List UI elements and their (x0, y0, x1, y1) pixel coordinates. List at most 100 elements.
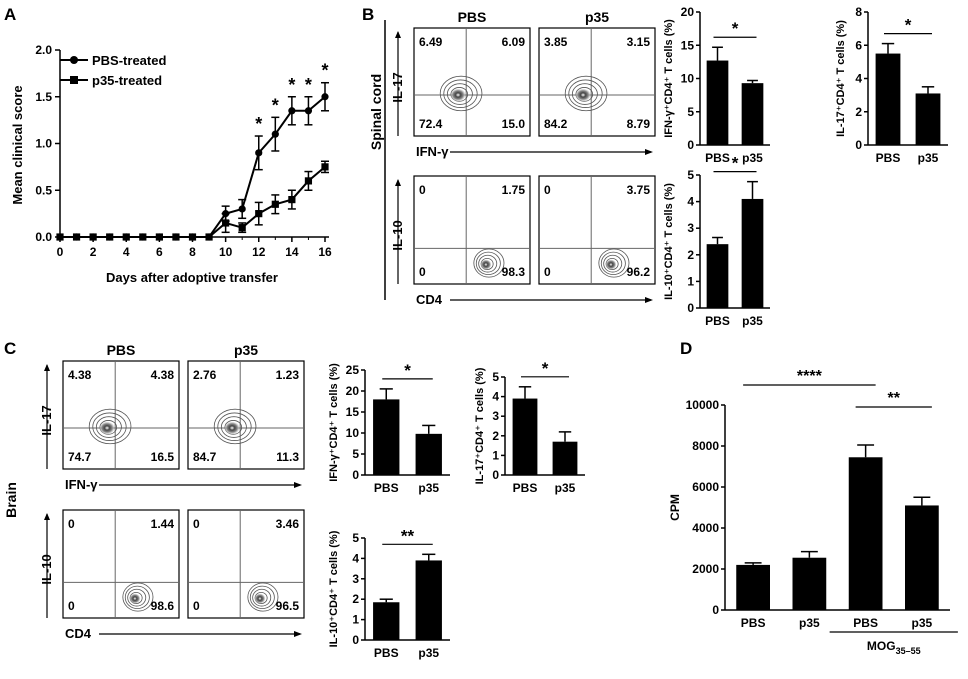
panel-d-ytick-label: 8000 (692, 439, 719, 453)
panel-a-xtick-label: 16 (318, 245, 332, 259)
panel-c-ifng-ytick-label: 0 (352, 468, 359, 482)
panel-letter-d: D (680, 339, 692, 358)
panel-b-xlabel-arrow-head (645, 149, 653, 155)
panel-c-ifng-ytick-label: 25 (346, 363, 360, 377)
panel-c-quadrant-lr: 98.6 (151, 599, 175, 613)
panel-c-ifng-ytick-label: 20 (346, 384, 360, 398)
panel-b-il10-ytick-label: 5 (687, 168, 694, 182)
panel-b-ifng-ylabel: IFN-γ⁺CD4⁺ T cells (%) (663, 19, 675, 138)
panel-b-quadrant-ur: 3.15 (627, 35, 651, 49)
panel-c-quadrant-lr: 11.3 (276, 450, 299, 464)
panel-a-xtick-label: 0 (57, 245, 64, 259)
panel-b-quadrant-ul: 3.85 (544, 35, 568, 49)
panel-c-il10-ytick-label: 1 (352, 613, 359, 627)
panel-letter-a: A (4, 5, 16, 24)
panel-c-il10-ytick-label: 4 (352, 551, 359, 565)
panel-b-ylabel-arrow-head (395, 179, 401, 186)
panel-b-il10-category-label: PBS (705, 314, 730, 328)
panel-a-xtick-label: 12 (252, 245, 266, 259)
panel-b-il17-category-label: p35 (918, 151, 939, 165)
panel-b-il17-significance: * (905, 16, 912, 35)
panel-c-il10-ytick-label: 3 (352, 572, 359, 586)
panel-d-ytick-label: 4000 (692, 521, 719, 535)
panel-a-point-p35 (222, 219, 230, 227)
panel-c-il10-ytick-label: 0 (352, 633, 359, 647)
panel-c-contour (217, 412, 252, 441)
panel-b-il10-ytick-label: 0 (687, 301, 694, 315)
panel-b-il17-bar-0 (875, 53, 901, 145)
panel-b-il17-ylabel: IL-17⁺CD4⁺ T cells (%) (835, 20, 847, 137)
panel-b-contour (439, 75, 483, 112)
panel-a-point-pbs (304, 107, 313, 115)
panel-a-point-p35 (205, 233, 213, 241)
panel-a-ytick-label: 1.0 (35, 137, 52, 151)
panel-c-ifng-category-label: p35 (418, 481, 439, 495)
panel-c-flow-box (187, 360, 305, 470)
panel-b-il17-category-label: PBS (876, 151, 901, 165)
panel-d-bar-2 (848, 457, 883, 610)
panel-b-quadrant-ul: 0 (544, 183, 551, 197)
panel-b-contour (443, 79, 478, 108)
panel-b-contour (603, 254, 623, 273)
panel-b-il10-bar-1 (741, 198, 764, 308)
panel-c-ifng-ytick-label: 5 (352, 447, 359, 461)
panel-d-ytick-label: 6000 (692, 480, 719, 494)
panel-c-contour-core (254, 593, 266, 604)
panel-c-il17-ylabel: IL-17⁺CD4⁺ T cells (%) (474, 367, 486, 484)
panel-b-column-title: PBS (458, 9, 487, 25)
panel-a-significance: * (272, 95, 279, 115)
panel-b-ifng-bar-chart: 0 5 10 15 20 IFN-γ⁺CD4⁺ T cells (%) PBS p35 * (663, 5, 770, 165)
panel-c-xlabel-arrow-head (294, 482, 302, 488)
panel-c-row-xlabel: IFN-γ (65, 477, 98, 492)
panel-d-group-label-sub: 35–55 (896, 646, 921, 656)
panel-c-il17-ytick-label: 0 (492, 468, 499, 482)
panel-c-xlabel-arrow-head (294, 631, 302, 637)
panel-c-il10-bar-0 (373, 602, 400, 640)
panel-b-quadrant-ur: 3.75 (627, 183, 651, 197)
panel-a-ytick-label: 2.0 (35, 43, 52, 57)
panel-a-point-p35 (304, 177, 313, 185)
panel-c-il10-ylabel: IL-10⁺CD4⁺ T cells (%) (328, 530, 340, 647)
panel-c-contour (220, 416, 247, 438)
panel-b-quadrant-ll: 0 (544, 265, 551, 279)
panel-b-il17-ytick-label: 0 (855, 138, 862, 152)
panel-b-il17-bar-chart: 0 2 4 6 8 IL-17⁺CD4⁺ T cells (%) PBS p35 * (835, 5, 948, 165)
panel-a-significance: * (321, 61, 328, 81)
panel-c-ifng-bar-chart: 0 5 10 15 20 25 IFN-γ⁺CD4⁺ T cells (%) PBS p35 * (328, 361, 450, 495)
panel-c-column-title: p35 (234, 342, 258, 358)
panel-b-il17-bar-1 (915, 93, 941, 145)
panel-c-il17-ytick-label: 2 (492, 429, 499, 443)
panel-c-quadrant-ur: 1.23 (276, 368, 300, 382)
panel-a-point-p35 (188, 233, 197, 241)
panel-c-contour (122, 582, 154, 612)
panel-a-point-pbs (271, 130, 279, 138)
panel-d-category-label: p35 (799, 616, 820, 630)
panel-c-quadrant-ur: 1.44 (151, 517, 175, 531)
panel-b-quadrant-ul: 6.49 (419, 35, 443, 49)
panel-letter-b: B (362, 5, 374, 24)
panel-c-il17-ytick-label: 3 (492, 409, 499, 423)
panel-c-ifng-bar-1 (415, 433, 442, 475)
panel-b-il10-significance: * (732, 154, 739, 173)
panel-b-contour-core (480, 259, 492, 270)
panel-b-ylabel-arrow-head (395, 31, 401, 38)
panel-c-il10-category-label: PBS (374, 646, 399, 660)
panel-b-il17-ytick-label: 6 (855, 38, 862, 52)
panel-a-point-pbs (255, 149, 263, 157)
panel-d-category-label: PBS (853, 616, 878, 630)
panel-a-point-p35 (321, 163, 329, 171)
panel-c-il17-ytick-label: 5 (492, 370, 499, 384)
panel-b-contour (446, 83, 473, 105)
panel-a-point-pbs (238, 205, 246, 213)
panel-d-category-label: p35 (912, 616, 933, 630)
panel-c-ifng-ytick-label: 15 (346, 405, 360, 419)
panel-a-series-line-p35 (60, 166, 326, 238)
legend-marker-pbs (70, 56, 78, 64)
panel-b-row-xlabel: IFN-γ (416, 144, 449, 159)
panel-a-point-p35 (155, 233, 163, 241)
panel-b-ifng-category-label: PBS (705, 151, 730, 165)
panel-d-bar-3 (905, 505, 939, 610)
panel-d-group-label: MOG35–55 (867, 639, 921, 656)
